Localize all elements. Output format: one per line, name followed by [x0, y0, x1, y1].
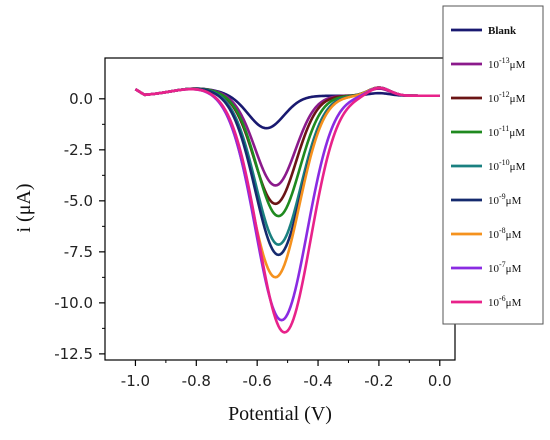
y-tick-label: -7.5: [64, 243, 93, 261]
legend-label: Blank: [488, 25, 517, 37]
x-axis-title: Potential (V): [228, 403, 332, 425]
legend-label: 10-12μM: [488, 90, 526, 105]
plot-frame: [104, 57, 456, 361]
y-axis-title: i (μA): [13, 183, 35, 232]
x-tick-labels: -1.0 -0.8 -0.6 -0.4 -0.2 0.0: [121, 372, 452, 390]
legend-label: 10-9μM: [488, 192, 522, 207]
y-tick-label: -10.0: [54, 294, 93, 312]
legend-label: 10-6μM: [488, 294, 522, 309]
series-line-2: [134, 86, 440, 206]
x-tick-label: -1.0: [121, 372, 150, 390]
y-tick-label: -5.0: [64, 192, 93, 210]
legend-label: 10-11μM: [488, 124, 525, 139]
series-layer: [134, 86, 440, 334]
x-tick-label: -0.6: [243, 372, 272, 390]
y-tick-label: -2.5: [64, 141, 93, 159]
x-tick-label: -0.8: [182, 372, 211, 390]
y-tick-labels: 0.0 -2.5 -5.0 -7.5 -10.0 -12.5: [54, 90, 93, 363]
x-tick-label: 0.0: [428, 372, 452, 390]
legend-label: 10-13μM: [488, 56, 526, 71]
series-line-0: [134, 87, 440, 130]
series-line-8: [134, 86, 440, 334]
x-tick-label: -0.2: [364, 372, 393, 390]
series-line-3: [134, 86, 440, 218]
y-tick-label: -12.5: [54, 345, 93, 363]
series-line-1: [134, 87, 440, 187]
y-tick-label: 0.0: [69, 90, 93, 108]
legend-label: 10-7μM: [488, 260, 522, 275]
legend: Blank 10-13μM 10-12μM 10-11μM 10-10μM 10-9μM 1…: [451, 25, 526, 309]
legend-label: 10-10μM: [488, 158, 526, 173]
series-line-6: [134, 86, 440, 279]
x-tick-label: -0.4: [303, 372, 332, 390]
legend-label: 10-8μM: [488, 226, 522, 241]
axes-layer: [99, 98, 441, 366]
